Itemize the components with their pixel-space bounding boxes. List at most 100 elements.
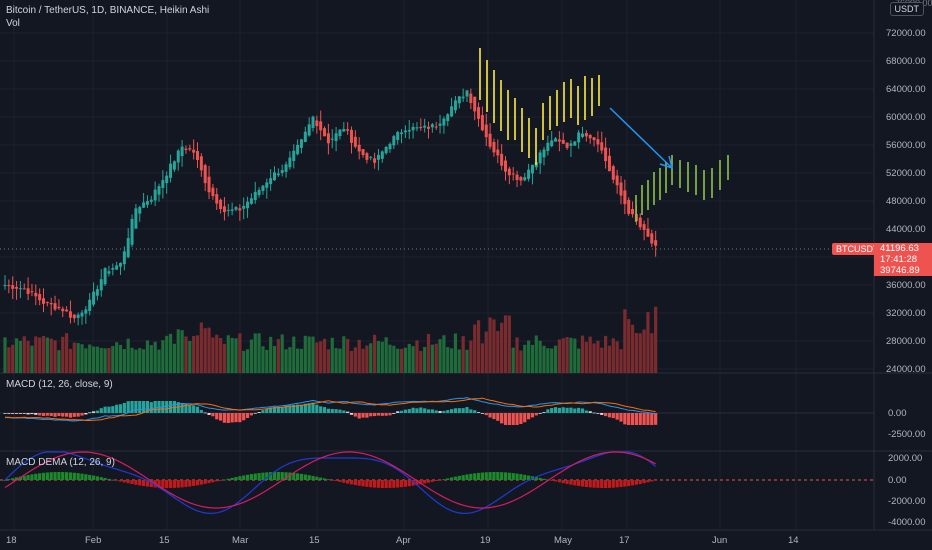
dema-histogram-bar <box>623 480 627 487</box>
candle-body <box>577 132 581 143</box>
macd-histogram-bar <box>149 402 153 413</box>
time-axis[interactable]: 18 Feb 15 Mar 15 Apr 19 May 17 Jun 14 <box>6 535 799 546</box>
macd-histogram-bar <box>630 413 635 425</box>
dema-histogram-bar <box>627 480 631 487</box>
candle-body <box>527 169 531 179</box>
candle-body <box>161 180 165 188</box>
macd-histogram-bar <box>550 408 554 413</box>
macd-histogram-bar <box>338 409 342 413</box>
volume-bar <box>269 336 273 373</box>
candle-body <box>550 140 554 147</box>
macd-tick-label: 0.00 <box>888 408 907 419</box>
candle-body <box>588 134 592 139</box>
dema-histogram-bar <box>580 480 585 487</box>
candle-body <box>273 172 276 181</box>
volume-bar <box>238 333 242 373</box>
volume-bar <box>172 343 176 373</box>
dema-histogram-bar <box>511 473 515 480</box>
volume-bar <box>450 348 454 373</box>
candle-body <box>34 292 38 297</box>
dema-histogram-bar <box>257 473 261 480</box>
macd-histogram-bar <box>403 409 407 413</box>
dema-histogram-bar <box>18 476 22 480</box>
volume-bar <box>203 328 207 373</box>
macd-histogram-bar <box>588 411 592 413</box>
candle-body <box>569 143 573 146</box>
candle-body <box>249 198 253 204</box>
candle-body <box>299 139 303 148</box>
candle-body <box>615 175 619 186</box>
dema-histogram-bar <box>299 473 304 480</box>
volume-bar <box>569 337 573 373</box>
volume-bar <box>265 349 269 373</box>
dema-histogram-bar <box>11 478 15 480</box>
dema-histogram-bar <box>80 473 84 480</box>
macd-histogram-bar <box>249 413 253 416</box>
macd-histogram-bar <box>115 404 119 413</box>
candle-body <box>115 265 119 270</box>
volume-bar <box>299 348 304 373</box>
low-price-tag: 39746.89 <box>874 265 932 276</box>
candle-body <box>473 96 477 112</box>
macd-histogram-bar <box>399 410 404 413</box>
dema-histogram-bar <box>380 480 384 488</box>
dema-histogram-bar <box>207 480 211 484</box>
dema-histogram-bar <box>619 480 623 488</box>
macd-histogram-bar <box>654 413 658 425</box>
volume-bar <box>253 333 257 373</box>
candle-body <box>650 233 654 244</box>
volume-bar <box>623 309 627 373</box>
candle-body <box>488 133 492 147</box>
dema-histogram-bar <box>638 480 642 484</box>
macd-histogram-bar <box>442 410 446 413</box>
dema-histogram-bar <box>292 472 296 480</box>
macd-histogram-bar <box>265 408 269 413</box>
candle-body <box>180 146 184 156</box>
candle-body <box>346 129 350 131</box>
macd-histogram-bar <box>376 413 381 416</box>
dema-histogram-bar <box>634 480 638 485</box>
candle-body <box>523 177 527 181</box>
macd-histogram-bar <box>496 413 500 421</box>
volume-bar <box>138 348 142 373</box>
dema-histogram-bar <box>280 472 284 480</box>
dema-histogram-bar <box>126 480 130 484</box>
volume-bar <box>384 337 388 373</box>
volume-bar <box>492 319 496 373</box>
volume-bar <box>650 333 654 373</box>
projection-arrow-head <box>659 155 674 170</box>
macd-histogram-bar <box>577 407 581 413</box>
macd-histogram-bar <box>353 413 357 417</box>
macd-label: MACD (12, 26, close, 9) <box>6 379 113 390</box>
dema-histogram-bar <box>488 472 492 480</box>
macd-dema-tick-label: 2000.00 <box>888 453 922 464</box>
candle-body <box>269 178 273 184</box>
dema-histogram-bar <box>199 480 203 485</box>
price-tick-label: 52000.00 <box>886 168 926 179</box>
volume-bar <box>523 344 527 373</box>
dema-histogram-bar <box>457 475 461 480</box>
volume-bar <box>207 327 211 373</box>
candle-body <box>61 308 65 312</box>
macd-histogram-bar <box>604 413 608 417</box>
volume-bar <box>469 340 473 373</box>
candle-body <box>184 148 188 150</box>
macd-histogram-bar <box>296 404 300 413</box>
price-axis[interactable]: 72000.00 68000.00 64000.00 60000.00 56000.00… <box>886 28 926 528</box>
macd-histogram-bar <box>503 413 508 425</box>
candle-body <box>315 120 319 127</box>
currency-button[interactable]: USDT <box>889 2 924 16</box>
macd-histogram-bar <box>142 401 146 413</box>
candle-body <box>49 302 53 305</box>
dema-histogram-bar <box>68 472 73 480</box>
candle-body <box>172 161 176 170</box>
volume-bar <box>192 336 196 373</box>
macd-histogram-bar <box>299 404 304 413</box>
volume-bar <box>26 340 30 373</box>
time-tick-label: Jun <box>712 535 727 546</box>
macd-histogram-bar <box>176 402 180 413</box>
dema-histogram-bar <box>646 480 650 483</box>
volume-bar <box>230 337 234 373</box>
macd-histogram-bar <box>261 410 265 413</box>
dema-histogram-bar <box>219 480 223 481</box>
